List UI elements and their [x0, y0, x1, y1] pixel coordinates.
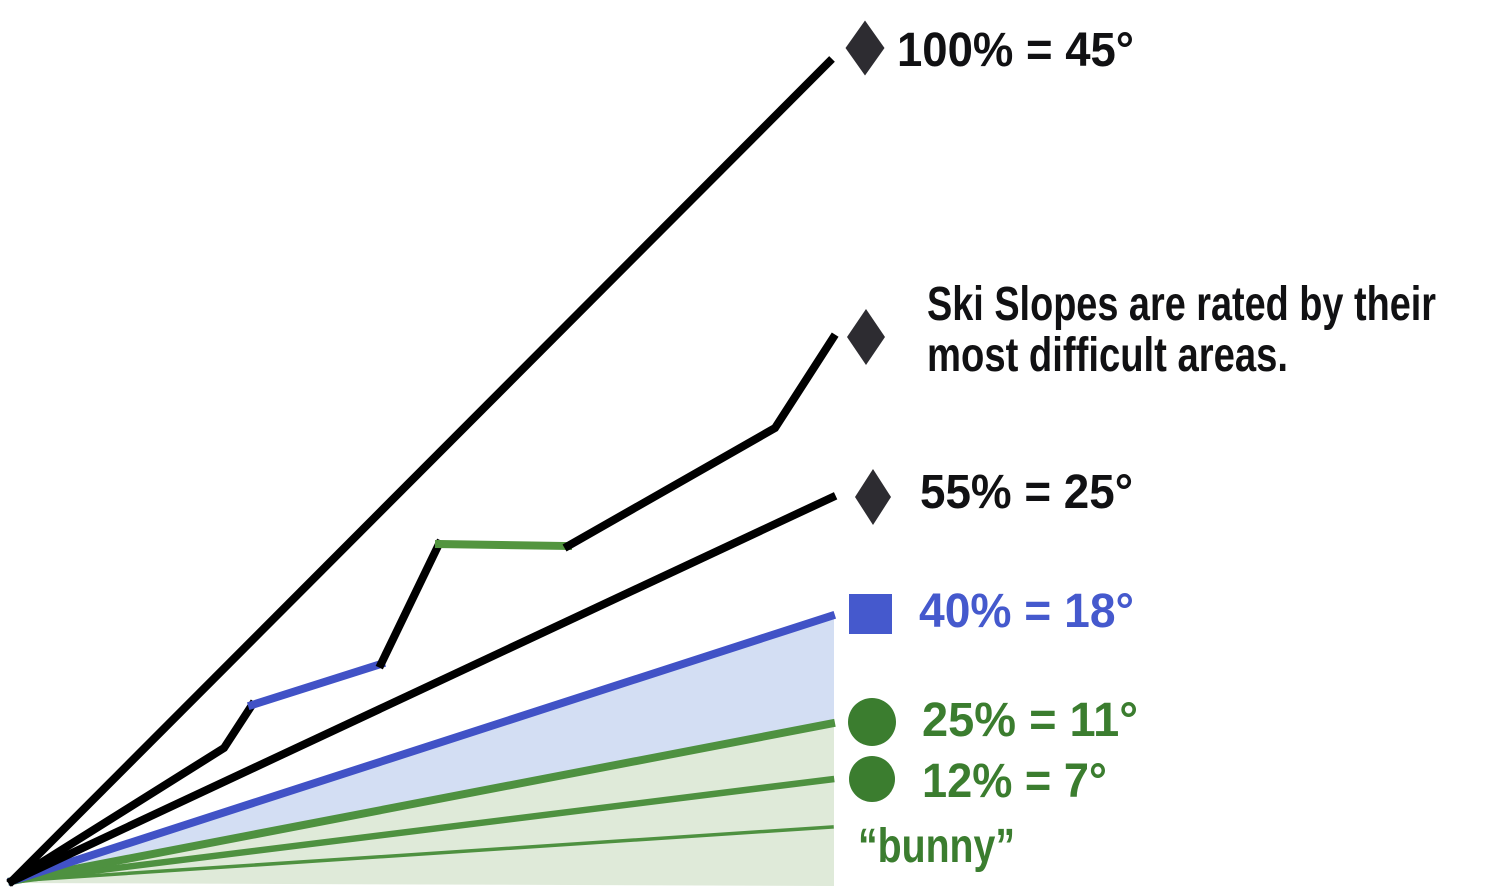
svg-text:12% = 7°: 12% = 7°	[922, 755, 1107, 808]
svg-text:Ski Slopes are rated by their: Ski Slopes are rated by their	[927, 278, 1436, 331]
svg-text:40% = 18°: 40% = 18°	[919, 585, 1134, 638]
svg-text:“bunny”: “bunny”	[858, 820, 1015, 873]
svg-text:55% = 25°: 55% = 25°	[920, 466, 1133, 519]
svg-text:25% = 11°: 25% = 11°	[922, 694, 1138, 747]
svg-text:100% = 45°: 100% = 45°	[897, 24, 1134, 77]
svg-text:most difficult areas.: most difficult areas.	[927, 329, 1288, 382]
